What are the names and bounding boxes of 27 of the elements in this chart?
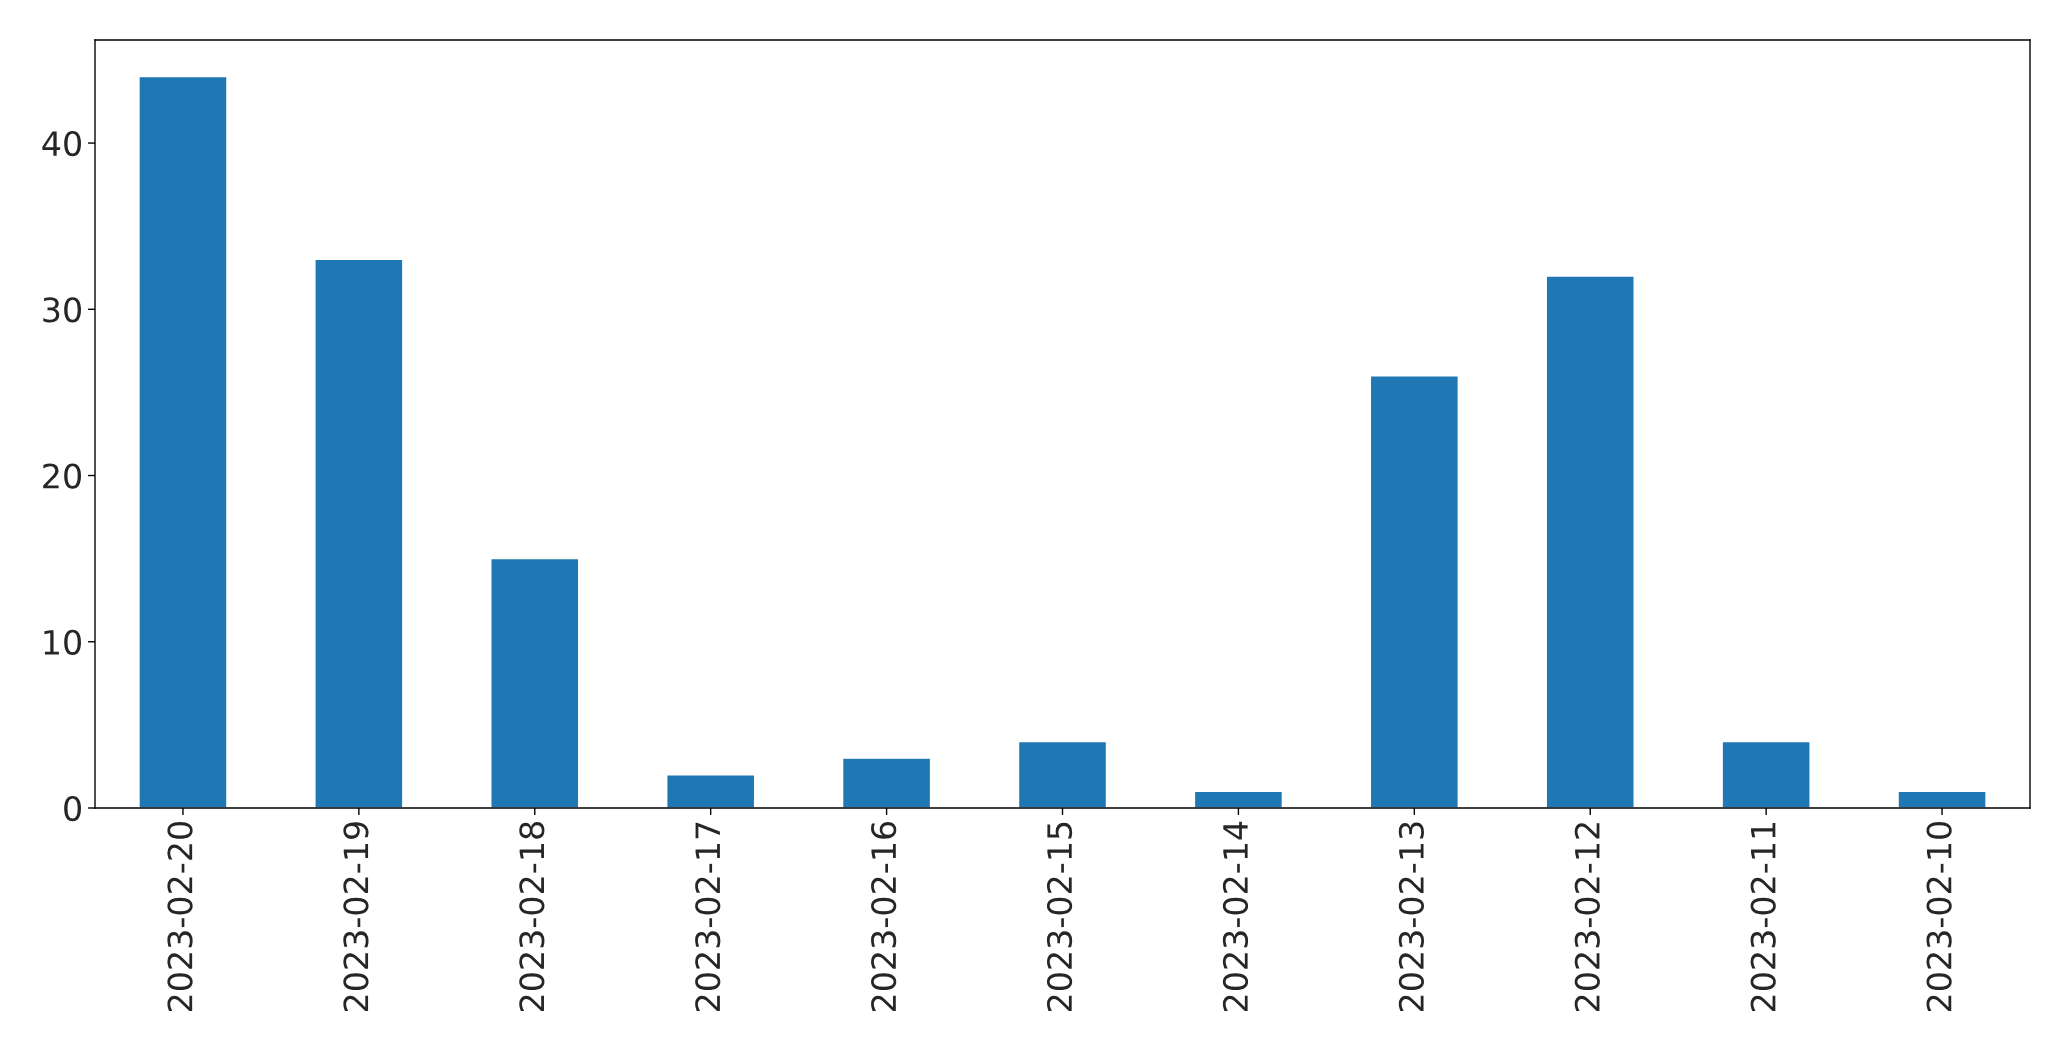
x-tick-label: 2023-02-11 [1750, 822, 1776, 1012]
bar [314, 258, 404, 808]
bar [1721, 740, 1811, 808]
x-tick-label: 2023-02-16 [871, 821, 897, 1012]
bar [1545, 275, 1635, 808]
bar [1897, 790, 1987, 808]
x-tick-label: 2023-02-13 [1398, 822, 1424, 1012]
x-tick-label: 2023-02-15 [1046, 822, 1073, 1012]
y-tick-label: 20 [43, 463, 81, 489]
x-tick-label: 2023-02-17 [695, 822, 721, 1012]
y-tick-label: 40 [42, 130, 81, 157]
y-tick-label: 0 [64, 795, 81, 822]
bar [138, 75, 228, 808]
x-tick-label: 2023-02-19 [343, 822, 369, 1012]
y-tick-label: 10 [44, 629, 81, 655]
x-tick-label: 2023-02-18 [519, 822, 545, 1012]
bar [1369, 375, 1459, 808]
x-tick-label: 2023-02-14 [1222, 821, 1249, 1012]
y-tick-label: 30 [43, 297, 81, 323]
bar [666, 774, 756, 808]
bar [490, 557, 580, 808]
bar [1193, 790, 1284, 808]
x-tick-label: 2023-02-20 [167, 822, 193, 1012]
bar [1017, 740, 1108, 808]
x-tick-label: 2023-02-10 [1926, 822, 1952, 1012]
x-tick-label: 2023-02-12 [1574, 823, 1600, 1012]
bar [841, 757, 932, 808]
